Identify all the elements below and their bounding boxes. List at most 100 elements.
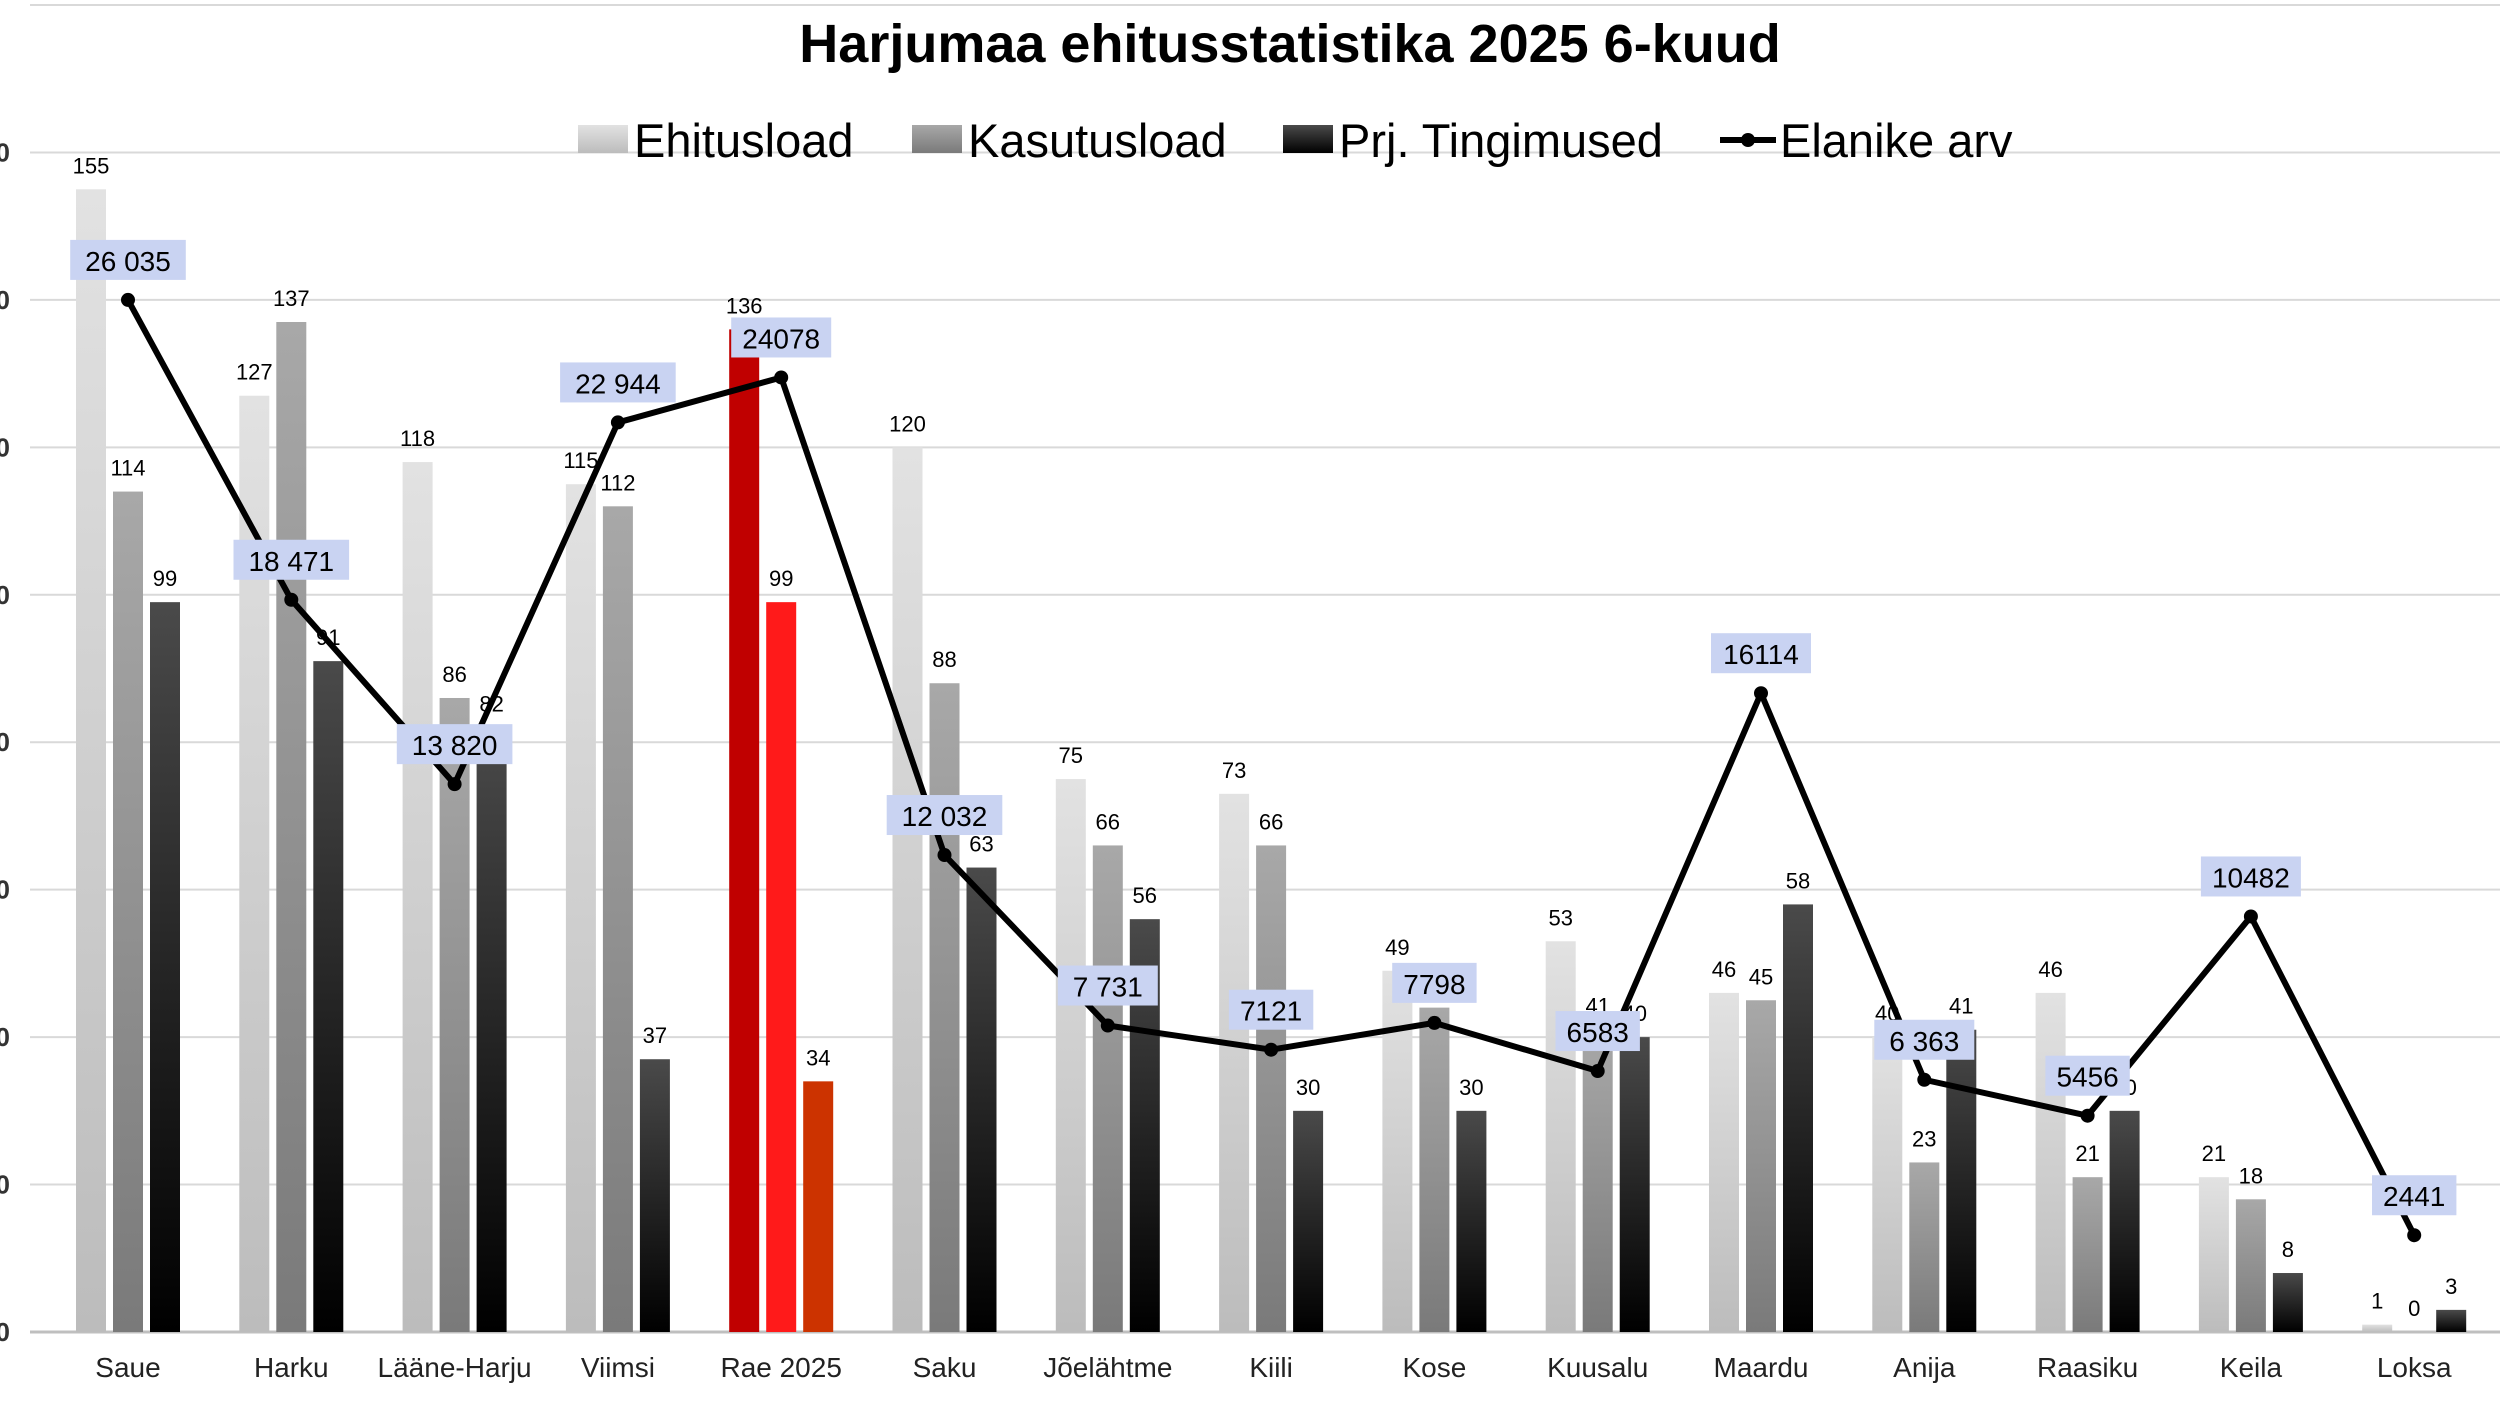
- category-label: Keila: [2220, 1352, 2283, 1383]
- category-label: Kuusalu: [1547, 1352, 1648, 1383]
- bar-prj-tingimused: [2272, 1273, 2303, 1332]
- bar-kasutusload: [1582, 1029, 1613, 1332]
- bar-value-label: 66: [1096, 809, 1120, 834]
- bar-value-label: 73: [1222, 758, 1246, 783]
- legend: Ehitusload Kasutusload Prj. Tingimused E…: [578, 114, 2013, 167]
- bar-kasutusload: [1419, 1007, 1450, 1332]
- legend-label-ehitusload: Ehitusload: [634, 114, 854, 167]
- category-label: Saue: [95, 1352, 160, 1383]
- category-label: Raasiku: [2037, 1352, 2138, 1383]
- bar-prj-tingimused: [803, 1081, 834, 1332]
- y-tick-label: 0: [0, 137, 10, 167]
- bar-value-label: 37: [643, 1023, 667, 1048]
- line-value-label: 6 363: [1889, 1026, 1959, 1057]
- bar-value-label: 155: [73, 153, 110, 178]
- bar-kasutusload: [1256, 845, 1287, 1332]
- bar-kasutusload: [766, 602, 797, 1332]
- bar-value-label: 34: [806, 1045, 830, 1070]
- bar-prj-tingimused: [150, 602, 180, 1332]
- line-point: [2080, 1108, 2095, 1123]
- bar-prj-tingimused: [1783, 904, 1813, 1332]
- legend-label-prj-tingimused: Prj. Tingimused: [1339, 114, 1663, 167]
- bar-value-label: 63: [969, 832, 993, 857]
- category-label: Kose: [1402, 1352, 1466, 1383]
- bar-value-label: 99: [153, 566, 177, 591]
- bar-value-label: 8: [2282, 1237, 2294, 1262]
- y-tick-label: 0: [0, 727, 10, 757]
- line-value-label: 12 032: [902, 801, 988, 832]
- line-label-box: [1555, 1011, 1640, 1052]
- line-point: [1100, 1018, 1115, 1033]
- bar-value-label: 30: [1459, 1075, 1483, 1100]
- bar-value-label: 45: [1749, 964, 1773, 989]
- bar-prj-tingimused: [2109, 1110, 2140, 1332]
- bar-value-label: 41: [1949, 994, 1973, 1019]
- line-value-label: 6583: [1567, 1017, 1629, 1048]
- bar-kasutusload: [602, 506, 633, 1332]
- bar-prj-tingimused: [1456, 1110, 1487, 1332]
- bar-value-label: 115: [563, 448, 598, 473]
- line-label-box: [1874, 1019, 1975, 1060]
- bar-value-label: 0: [2408, 1296, 2420, 1321]
- bar-kasutusload: [439, 697, 470, 1332]
- category-label: Anija: [1893, 1352, 1956, 1383]
- line-point: [1264, 1042, 1279, 1057]
- line-point: [284, 592, 299, 607]
- bar-ehitusload: [402, 462, 433, 1333]
- y-tick-label: 0: [0, 432, 10, 462]
- bar-value-label: 75: [1059, 743, 1083, 768]
- bar-prj-tingimused: [639, 1059, 670, 1332]
- bar-value-label: 114: [110, 456, 145, 481]
- bar-ehitusload: [1709, 992, 1739, 1332]
- y-tick-label: 0: [0, 875, 10, 905]
- line-value-label: 24078: [742, 323, 820, 354]
- bar-kasutusload: [2072, 1177, 2103, 1332]
- line-label-box: [2045, 1055, 2130, 1096]
- legend-marker-elanike-arv: [1741, 133, 1755, 147]
- bar-value-label: 112: [600, 470, 635, 495]
- bar-ehitusload: [565, 484, 596, 1332]
- line-label-box: [1711, 633, 1811, 674]
- bar-value-label: 137: [273, 286, 310, 311]
- legend-swatch-kasutusload: [912, 125, 962, 153]
- line-value-label: 26 035: [85, 246, 171, 277]
- line-label-box: [1057, 965, 1158, 1006]
- line-label-box: [233, 539, 350, 580]
- category-label: Rae 2025: [720, 1352, 841, 1383]
- bar-kasutusload: [2235, 1199, 2266, 1332]
- category-label: Loksa: [2377, 1352, 2452, 1383]
- bar-prj-tingimused: [966, 867, 997, 1332]
- bar-ehitusload: [729, 329, 760, 1332]
- bar-prj-tingimused: [2436, 1309, 2467, 1332]
- bar-value-label: 56: [1133, 883, 1157, 908]
- line-point: [447, 777, 462, 792]
- bar-ehitusload: [892, 447, 923, 1332]
- line-point: [937, 848, 952, 863]
- y-tick-labels: 0 0 0 0 0 0 0 0 0: [0, 137, 10, 1347]
- line-label-box: [560, 362, 676, 403]
- bar-value-label: 66: [1259, 809, 1283, 834]
- bar-ehitusload: [2198, 1177, 2229, 1332]
- bar-value-label: 118: [400, 426, 435, 451]
- bar-kasutusload: [113, 491, 143, 1333]
- line-label-box: [886, 795, 1003, 836]
- line-point: [1917, 1072, 1932, 1087]
- line-value-label: 7 731: [1073, 972, 1143, 1003]
- y-tick-label: 0: [0, 1170, 10, 1200]
- bar-kasutusload: [276, 322, 307, 1332]
- line-point: [2407, 1228, 2422, 1243]
- category-label: Kiili: [1249, 1352, 1293, 1383]
- bar-prj-tingimused: [1293, 1110, 1324, 1332]
- bar-value-label: 136: [726, 293, 763, 318]
- line-value-label: 7798: [1403, 969, 1465, 1000]
- category-label: Saku: [913, 1352, 977, 1383]
- bar-value-label: 21: [2202, 1141, 2226, 1166]
- line-label-box: [731, 317, 832, 358]
- bar-value-label: 53: [1548, 905, 1572, 930]
- bar-value-label: 88: [932, 647, 956, 672]
- bar-value-label: 99: [769, 566, 793, 591]
- line-value-label: 18 471: [248, 546, 334, 577]
- line-value-label: 22 944: [575, 368, 661, 399]
